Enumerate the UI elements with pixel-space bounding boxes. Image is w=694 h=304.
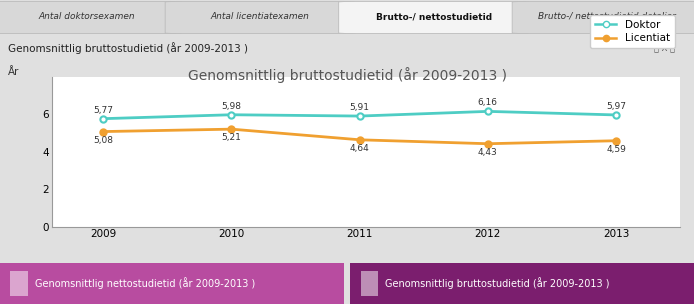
- Bar: [361, 271, 378, 296]
- FancyBboxPatch shape: [512, 2, 694, 33]
- Text: Genomsnittlig bruttostudietid (år 2009-2013 ): Genomsnittlig bruttostudietid (år 2009-2…: [8, 42, 248, 54]
- Legend: Doktor, Licentiat: Doktor, Licentiat: [590, 15, 675, 48]
- Text: 6,16: 6,16: [478, 98, 498, 107]
- Text: Brutto-/ nettostudietid detaljer: Brutto-/ nettostudietid detaljer: [539, 12, 676, 21]
- Text: Antal doktorsexamen: Antal doktorsexamen: [38, 12, 135, 21]
- FancyBboxPatch shape: [339, 2, 529, 33]
- Text: År: År: [8, 67, 19, 77]
- Text: 5,91: 5,91: [350, 103, 370, 112]
- FancyBboxPatch shape: [165, 2, 355, 33]
- Text: Brutto-/ nettostudietid: Brutto-/ nettostudietid: [375, 12, 492, 21]
- Bar: [350, 263, 694, 304]
- Bar: [0, 263, 344, 304]
- Text: 4,64: 4,64: [350, 144, 369, 153]
- Text: 4,59: 4,59: [606, 145, 626, 154]
- Text: 5,98: 5,98: [221, 102, 242, 111]
- FancyBboxPatch shape: [0, 2, 182, 33]
- Text: 5,21: 5,21: [221, 133, 242, 142]
- Text: 5,97: 5,97: [606, 102, 626, 111]
- Bar: [10, 271, 28, 296]
- Text: 5,77: 5,77: [93, 105, 113, 115]
- Text: 5,08: 5,08: [93, 136, 113, 145]
- Text: Antal licentiatexamen: Antal licentiatexamen: [211, 12, 310, 21]
- Text: ⎙ X ⓘ: ⎙ X ⓘ: [654, 43, 675, 52]
- Text: Genomsnittlig nettostudietid (år 2009-2013 ): Genomsnittlig nettostudietid (år 2009-20…: [35, 278, 255, 289]
- Text: 4,43: 4,43: [478, 148, 498, 157]
- Text: Genomsnittlig bruttostudietid (år 2009-2013 ): Genomsnittlig bruttostudietid (år 2009-2…: [187, 67, 507, 83]
- Text: Genomsnittlig bruttostudietid (år 2009-2013 ): Genomsnittlig bruttostudietid (år 2009-2…: [385, 278, 609, 289]
